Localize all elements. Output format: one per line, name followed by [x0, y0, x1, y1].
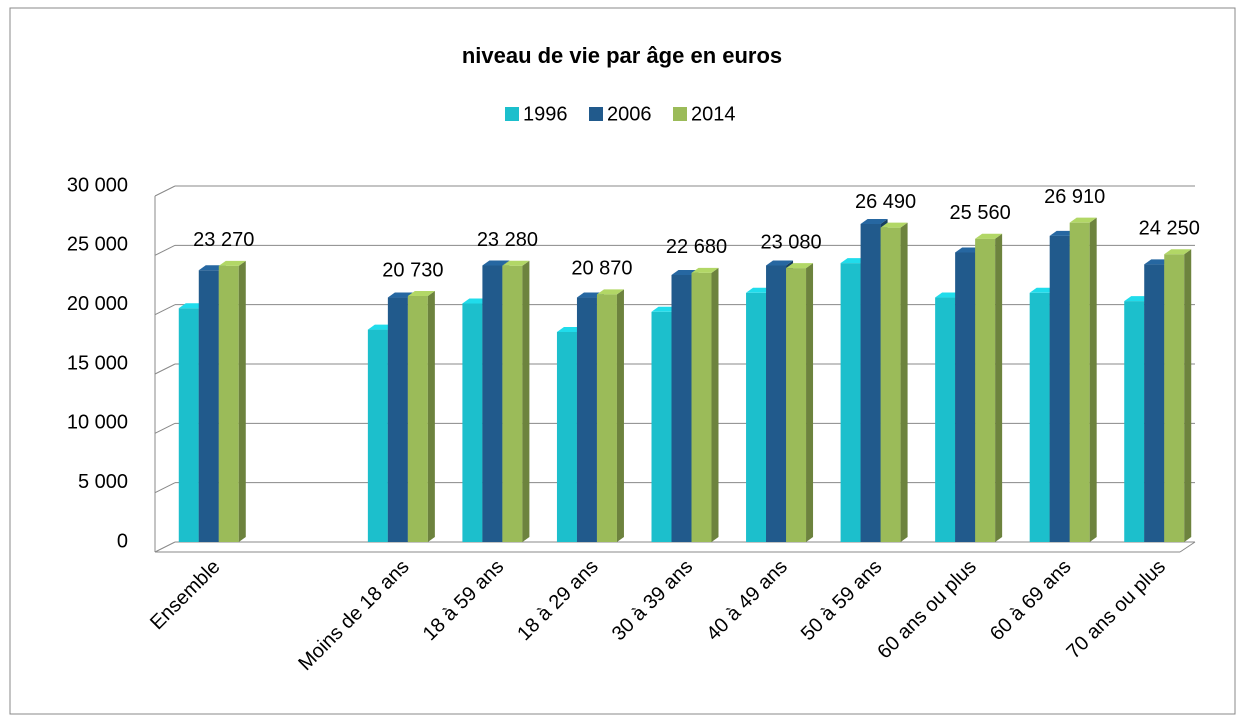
bar-front	[766, 265, 787, 542]
bar	[691, 267, 719, 542]
bar-top	[1069, 217, 1097, 223]
bar-front	[786, 268, 807, 542]
bar-front	[218, 265, 239, 542]
bar-front	[576, 297, 597, 542]
bar-side	[1184, 249, 1192, 542]
bar-front	[178, 308, 199, 542]
bar-side	[995, 233, 1003, 543]
bar-front	[407, 296, 428, 542]
bar-front	[860, 223, 881, 542]
bar-top	[860, 218, 888, 224]
bar-front	[1124, 301, 1145, 542]
legend-swatch	[505, 107, 519, 121]
bar-front	[651, 311, 672, 542]
bar-side	[427, 291, 435, 542]
legend-label: 1996	[523, 103, 568, 125]
bar	[596, 289, 624, 542]
bar-side	[806, 263, 814, 542]
data-label: 26 910	[1044, 186, 1105, 208]
bar-top	[786, 263, 814, 269]
bar-top	[766, 260, 794, 266]
grid-line-depth	[154, 185, 176, 197]
data-label: 23 080	[760, 231, 821, 253]
x-axis-depth	[1179, 541, 1196, 553]
bar-front	[671, 275, 692, 542]
bar	[218, 260, 246, 542]
legend-label: 2006	[607, 103, 652, 125]
bar-front	[955, 252, 976, 542]
data-label: 25 560	[950, 202, 1011, 224]
bar-front	[502, 265, 523, 542]
bar	[975, 233, 1003, 543]
bar-front	[1164, 254, 1185, 542]
bar	[502, 260, 530, 542]
y-tick-label: 15 000	[67, 352, 128, 374]
bar	[407, 291, 435, 542]
y-tick-label: 30 000	[67, 174, 128, 196]
legend-swatch	[589, 107, 603, 121]
bar-side	[711, 267, 719, 542]
data-label: 20 870	[571, 258, 632, 280]
y-tick-label: 10 000	[67, 412, 128, 434]
legend-label: 2014	[691, 103, 736, 125]
grid-line-depth	[154, 304, 176, 316]
bar-side	[522, 260, 530, 542]
bar-front	[1029, 292, 1050, 542]
bar-top	[218, 260, 246, 266]
data-label: 26 490	[855, 191, 916, 213]
bar-front	[691, 272, 712, 542]
data-label: 20 730	[382, 259, 443, 281]
bar-front	[462, 303, 483, 542]
y-tick-label: 20 000	[67, 293, 128, 315]
bar-top	[596, 289, 624, 295]
grid-line-depth	[154, 482, 176, 494]
bar-front	[387, 297, 408, 542]
grid-line-depth	[154, 363, 176, 375]
bar-front	[1069, 222, 1090, 542]
bar-top	[880, 222, 908, 228]
data-label: 23 280	[477, 229, 538, 251]
bar-front	[367, 329, 388, 542]
bar-front	[975, 238, 996, 543]
y-tick-label: 0	[117, 530, 128, 552]
bar-side	[900, 222, 908, 543]
bar-front	[746, 292, 767, 542]
bar-top	[975, 233, 1003, 239]
bar-top	[691, 267, 719, 273]
bar-front	[556, 331, 577, 542]
grid-line-depth	[154, 422, 176, 434]
bar-front	[880, 227, 901, 543]
y-tick-label: 25 000	[67, 234, 128, 256]
bar-front	[198, 270, 219, 542]
bar-front	[840, 263, 861, 542]
bar-top	[482, 260, 510, 266]
bar	[1164, 249, 1192, 542]
bar-top	[1164, 249, 1192, 255]
chart-title: niveau de vie par âge en euros	[462, 43, 782, 68]
bar-side	[238, 260, 246, 542]
bar-front	[1144, 264, 1165, 542]
bar-front	[1049, 235, 1070, 542]
bar-top	[407, 291, 435, 297]
data-label: 24 250	[1139, 218, 1200, 240]
bar	[786, 263, 814, 542]
legend-swatch	[673, 107, 687, 121]
bar-top	[502, 260, 530, 266]
y-tick-label: 5 000	[78, 471, 128, 493]
bar-front	[935, 297, 956, 542]
bar-front	[482, 265, 503, 542]
grid-line-depth	[154, 541, 176, 553]
data-label: 23 270	[193, 229, 254, 251]
bar	[1069, 217, 1097, 542]
bar	[880, 222, 908, 543]
data-label: 22 680	[666, 236, 727, 258]
bar-front	[596, 294, 617, 542]
grid-line-depth	[154, 244, 176, 256]
legend: 1996 2006 2014	[505, 103, 736, 125]
bar-side	[1089, 217, 1097, 542]
bar-side	[616, 289, 624, 542]
